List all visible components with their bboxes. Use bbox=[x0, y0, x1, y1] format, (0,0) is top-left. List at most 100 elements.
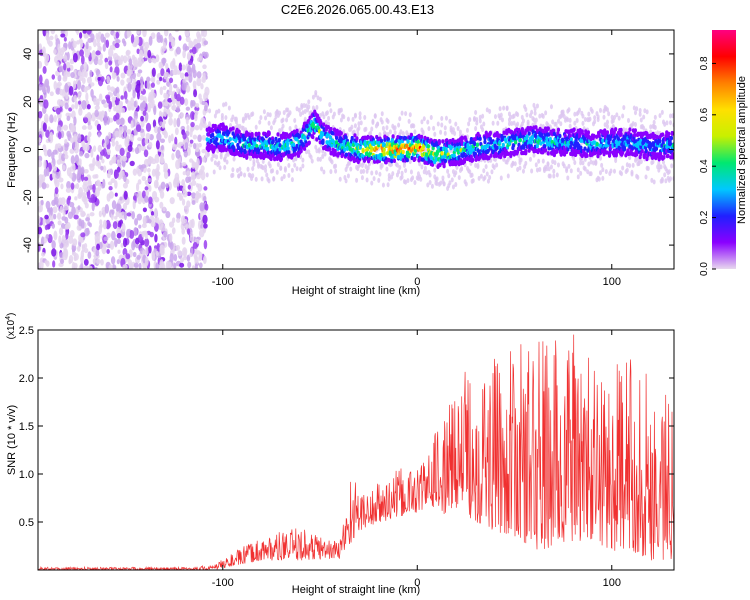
spectrogram-halo-cell bbox=[579, 170, 583, 176]
spectrogram-noise-cell bbox=[64, 154, 69, 160]
spectrogram-noise-cell bbox=[146, 158, 151, 164]
spectrogram-signal-cell bbox=[325, 140, 329, 145]
spectrogram-signal-cell bbox=[438, 162, 442, 168]
snr-y-tick-label: 0.5 bbox=[19, 517, 34, 529]
spectrogram-signal-cell bbox=[669, 135, 674, 141]
spectrogram-noise-cell bbox=[178, 141, 184, 147]
spectrogram-noise-cell bbox=[201, 157, 206, 163]
spectrogram-noise-cell bbox=[145, 189, 150, 197]
spectrogram-halo-cell bbox=[660, 109, 664, 115]
spectrogram-halo-cell bbox=[521, 118, 525, 124]
spectrogram-halo-cell bbox=[247, 114, 251, 120]
spectrogram-noise-cell bbox=[148, 196, 153, 205]
spectrogram-noise-cell bbox=[185, 106, 191, 111]
spectrogram-noise-cell bbox=[165, 182, 169, 189]
spectrogram-halo-cell bbox=[213, 160, 217, 166]
spectrogram-halo-cell bbox=[642, 125, 646, 131]
spectrogram-noise-cell bbox=[174, 91, 178, 100]
spectrogram-halo-cell bbox=[472, 115, 476, 121]
spectrogram-halo-cell bbox=[628, 163, 632, 169]
spectrogram-halo-cell bbox=[659, 164, 663, 170]
spectrogram-noise-cell bbox=[84, 53, 90, 58]
spectrogram-noise-cell bbox=[156, 242, 160, 253]
spectrogram-halo-cell bbox=[406, 178, 410, 184]
spectrogram-halo-cell bbox=[505, 105, 509, 111]
spectrogram-noise-cell bbox=[117, 249, 121, 254]
spectrogram-signal-cell bbox=[475, 142, 480, 147]
spectrogram-signal-cell bbox=[211, 128, 215, 133]
spectrogram-halo-cell bbox=[474, 126, 478, 132]
spectrogram-halo-cell bbox=[596, 117, 600, 123]
spectrogram-noise-cell bbox=[42, 30, 47, 37]
spectrogram-noise-cell bbox=[191, 99, 196, 107]
spectrogram-noise-cell bbox=[45, 200, 51, 210]
spectrogram-noise-cell bbox=[184, 142, 189, 149]
spectrogram-halo-cell bbox=[355, 177, 359, 183]
spectrogram-signal-cell bbox=[253, 137, 257, 142]
spectrogram-signal-cell bbox=[583, 146, 587, 151]
spectrogram-noise-cell bbox=[168, 117, 173, 126]
spectrogram-halo-cell bbox=[267, 120, 271, 126]
spectrogram-signal-cell bbox=[556, 131, 560, 136]
spectrogram-halo-cell bbox=[307, 99, 311, 105]
spectrogram-y-label: Frequency (Hz) bbox=[6, 112, 18, 188]
spectrogram-noise-cell bbox=[152, 119, 157, 128]
spectrogram-signal-cell bbox=[330, 143, 334, 148]
spectrogram-halo-cell bbox=[357, 121, 361, 127]
spectrogram-noise-cell bbox=[126, 151, 131, 159]
spectrogram-signal-cell bbox=[662, 155, 666, 160]
spectrogram-noise-cell bbox=[92, 183, 96, 193]
spectrogram-noise-cell bbox=[123, 210, 127, 221]
spectrogram-halo-cell bbox=[551, 119, 555, 125]
spectrogram-signal-cell bbox=[633, 132, 637, 138]
spectrogram-halo-cell bbox=[668, 176, 672, 182]
spectrogram-noise-cell bbox=[70, 182, 75, 190]
spectrogram-noise-cell bbox=[188, 40, 194, 49]
spectrogram-noise-cell bbox=[114, 170, 119, 179]
spectrogram-noise-cell bbox=[90, 82, 95, 87]
spectrogram-halo-cell bbox=[227, 105, 231, 111]
spectrogram-halo-cell bbox=[533, 106, 537, 112]
spectrogram-halo-cell bbox=[381, 182, 385, 188]
spectrogram-halo-cell bbox=[275, 169, 279, 175]
spectrogram-noise-cell bbox=[155, 217, 160, 224]
spectrogram-signal-cell bbox=[562, 152, 567, 157]
spectrogram-halo-cell bbox=[380, 119, 384, 125]
spectrogram-noise-cell bbox=[60, 183, 64, 190]
spectrogram-signal-cell bbox=[250, 131, 254, 137]
spectrogram-halo-cell bbox=[281, 117, 285, 123]
spectrogram-signal-cell bbox=[381, 141, 386, 147]
spectrogram-halo-cell bbox=[281, 123, 285, 129]
spectrogram-noise-cell bbox=[146, 80, 150, 90]
snr-y-tick-label: 1.5 bbox=[19, 421, 34, 433]
spectrogram-noise-cell bbox=[44, 224, 49, 231]
spectrogram-noise-cell bbox=[99, 223, 103, 229]
spectrogram-signal-cell bbox=[666, 153, 670, 159]
spectrogram-noise-cell bbox=[105, 219, 111, 230]
spectrogram-halo-cell bbox=[443, 125, 447, 131]
colorbar-tick-label: 0.4 bbox=[699, 159, 710, 173]
spectrogram-halo-cell bbox=[257, 161, 261, 167]
spectrogram-signal-cell bbox=[441, 139, 445, 144]
spectrogram-noise-cell bbox=[122, 125, 128, 132]
spectrogram-noise-cell bbox=[200, 30, 206, 34]
spectrogram-noise-cell bbox=[181, 64, 186, 71]
spectrogram-halo-cell bbox=[351, 116, 355, 122]
spectrogram-halo-cell bbox=[258, 119, 262, 125]
spectrogram-halo-cell bbox=[373, 113, 377, 119]
spectrogram-noise-cell bbox=[201, 75, 206, 84]
spectrogram-halo-cell bbox=[509, 114, 513, 120]
spectrogram-noise-cell bbox=[116, 232, 122, 239]
spectrogram-signal-cell bbox=[279, 156, 284, 162]
spectrogram-halo-cell bbox=[290, 167, 294, 173]
spectrogram-halo-cell bbox=[220, 115, 224, 121]
spectrogram-halo-cell bbox=[482, 121, 486, 127]
spectrogram-halo-cell bbox=[591, 160, 595, 166]
spectrogram-noise-cell bbox=[95, 102, 100, 107]
spectrogram-noise-cell bbox=[180, 257, 185, 263]
spectrogram-halo-cell bbox=[315, 148, 319, 154]
spectrogram-halo-cell bbox=[391, 171, 395, 177]
spectrogram-halo-cell bbox=[307, 149, 311, 155]
spectrogram-noise-cell bbox=[40, 199, 44, 206]
spectrogram-signal-cell bbox=[333, 148, 337, 154]
